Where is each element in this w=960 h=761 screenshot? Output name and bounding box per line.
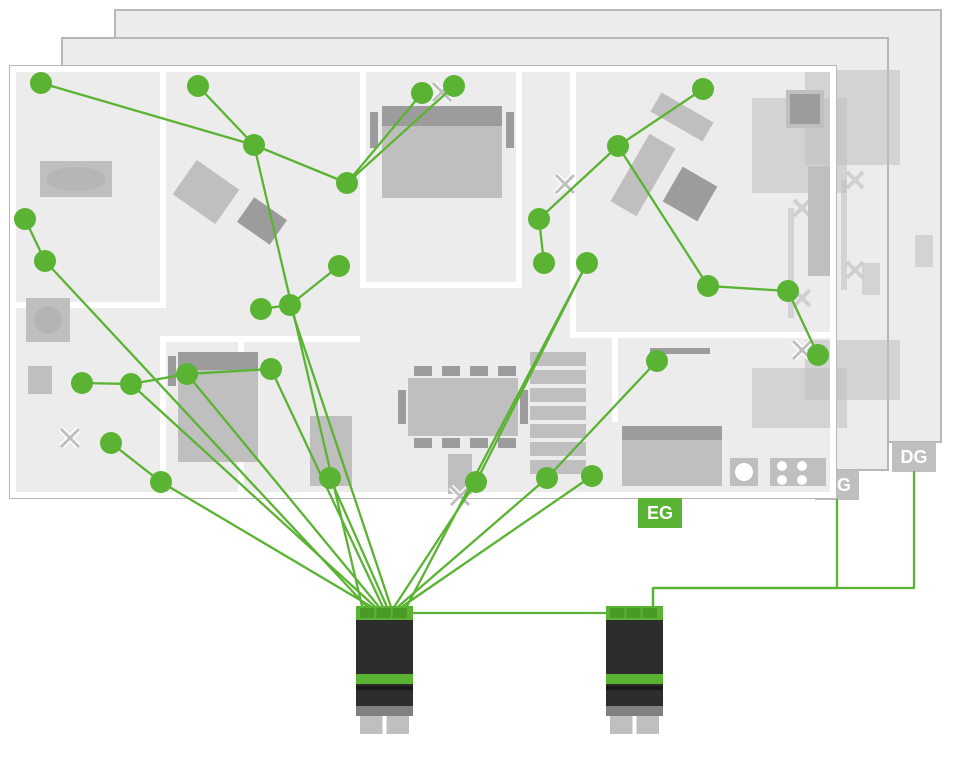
node-n23	[71, 372, 93, 394]
node-n26	[260, 358, 282, 380]
node-n17	[34, 250, 56, 272]
node-n18	[328, 255, 350, 277]
node-n16	[14, 208, 36, 230]
node-n14	[807, 344, 829, 366]
floor-tab-label-dg: DG	[901, 447, 928, 467]
module-B	[606, 606, 663, 734]
node-n11	[576, 252, 598, 274]
node-n28	[319, 467, 341, 489]
node-n10	[533, 252, 555, 274]
node-n7	[607, 135, 629, 157]
node-n27	[465, 471, 487, 493]
node-n29	[536, 467, 558, 489]
node-n3	[243, 134, 265, 156]
module-A	[356, 606, 413, 734]
node-n21	[100, 432, 122, 454]
fan-n27	[395, 482, 476, 606]
node-n22	[150, 471, 172, 493]
node-n25	[176, 363, 198, 385]
node-n5	[411, 82, 433, 104]
node-n8	[692, 78, 714, 100]
node-n6	[443, 75, 465, 97]
node-n9	[528, 208, 550, 230]
floor-tab-label-eg: EG	[647, 503, 673, 523]
node-n1	[30, 72, 52, 94]
node-n4	[336, 172, 358, 194]
node-n2	[187, 75, 209, 97]
node-n20	[250, 298, 272, 320]
node-n19	[279, 294, 301, 316]
node-n24	[120, 373, 142, 395]
node-n15	[697, 275, 719, 297]
node-n13	[777, 280, 799, 302]
node-n12	[646, 350, 668, 372]
node-n30	[581, 465, 603, 487]
